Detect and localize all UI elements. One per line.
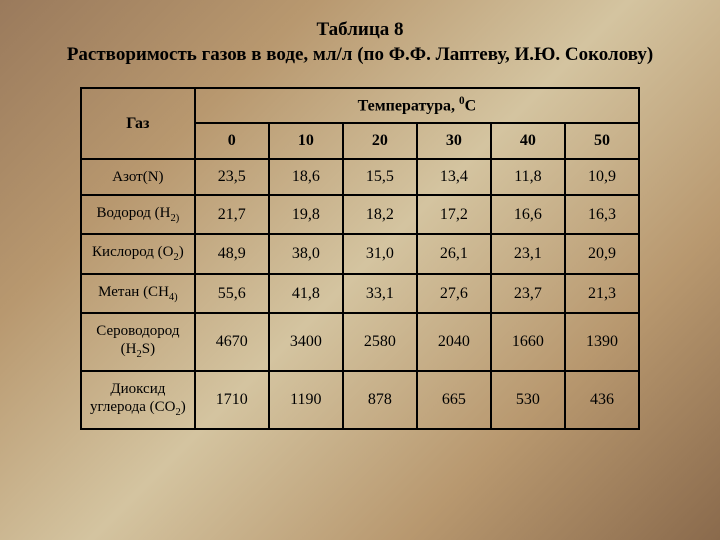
- table-row: Метан (СН4) 55,6 41,8 33,1 27,6 23,7 21,…: [81, 274, 639, 314]
- cell: 1660: [491, 313, 565, 371]
- cell: 530: [491, 371, 565, 429]
- solubility-table: Газ Температура, 0С 0 10 20 30 40 50 Азо…: [80, 87, 640, 429]
- cell: 13,4: [417, 159, 491, 195]
- cell: 2580: [343, 313, 417, 371]
- cell: 23,7: [491, 274, 565, 314]
- gas-name-hydrogen: Водород (Н2): [81, 195, 195, 235]
- col-50: 50: [565, 123, 639, 159]
- cell: 11,8: [491, 159, 565, 195]
- gas-name-nitrogen: Азот(N): [81, 159, 195, 195]
- cell: 33,1: [343, 274, 417, 314]
- cell: 665: [417, 371, 491, 429]
- cell: 31,0: [343, 234, 417, 274]
- cell: 1190: [269, 371, 343, 429]
- cell: 4670: [195, 313, 269, 371]
- cell: 38,0: [269, 234, 343, 274]
- page-container: Таблица 8 Растворимость газов в воде, мл…: [0, 0, 720, 540]
- table-row: Азот(N) 23,5 18,6 15,5 13,4 11,8 10,9: [81, 159, 639, 195]
- cell: 48,9: [195, 234, 269, 274]
- col-10: 10: [269, 123, 343, 159]
- cell: 55,6: [195, 274, 269, 314]
- cell: 20,9: [565, 234, 639, 274]
- header-row-1: Газ Температура, 0С: [81, 88, 639, 122]
- cell: 3400: [269, 313, 343, 371]
- col-20: 20: [343, 123, 417, 159]
- table-row: Диоксид углерода (СО2) 1710 1190 878 665…: [81, 371, 639, 429]
- cell: 21,7: [195, 195, 269, 235]
- cell: 19,8: [269, 195, 343, 235]
- cell: 23,5: [195, 159, 269, 195]
- cell: 21,3: [565, 274, 639, 314]
- gas-name-methane: Метан (СН4): [81, 274, 195, 314]
- cell: 16,3: [565, 195, 639, 235]
- cell: 41,8: [269, 274, 343, 314]
- cell: 878: [343, 371, 417, 429]
- gas-column-header: Газ: [81, 88, 195, 158]
- table-row: Водород (Н2) 21,7 19,8 18,2 17,2 16,6 16…: [81, 195, 639, 235]
- col-30: 30: [417, 123, 491, 159]
- cell: 27,6: [417, 274, 491, 314]
- cell: 2040: [417, 313, 491, 371]
- cell: 436: [565, 371, 639, 429]
- cell: 15,5: [343, 159, 417, 195]
- cell: 1390: [565, 313, 639, 371]
- col-0: 0: [195, 123, 269, 159]
- table-row: Сероводород (Н2S) 4670 3400 2580 2040 16…: [81, 313, 639, 371]
- table-title: Таблица 8 Растворимость газов в воде, мл…: [40, 18, 680, 67]
- cell: 10,9: [565, 159, 639, 195]
- cell: 16,6: [491, 195, 565, 235]
- temp-unit: С: [465, 98, 477, 115]
- gas-name-oxygen: Кислород (О2): [81, 234, 195, 274]
- cell: 18,6: [269, 159, 343, 195]
- temperature-header: Температура, 0С: [195, 88, 639, 122]
- table-row: Кислород (О2) 48,9 38,0 31,0 26,1 23,1 2…: [81, 234, 639, 274]
- gas-name-co2: Диоксид углерода (СО2): [81, 371, 195, 429]
- temp-header-text: Температура,: [358, 98, 459, 115]
- gas-name-h2s: Сероводород (Н2S): [81, 313, 195, 371]
- cell: 18,2: [343, 195, 417, 235]
- cell: 1710: [195, 371, 269, 429]
- cell: 26,1: [417, 234, 491, 274]
- cell: 23,1: [491, 234, 565, 274]
- cell: 17,2: [417, 195, 491, 235]
- col-40: 40: [491, 123, 565, 159]
